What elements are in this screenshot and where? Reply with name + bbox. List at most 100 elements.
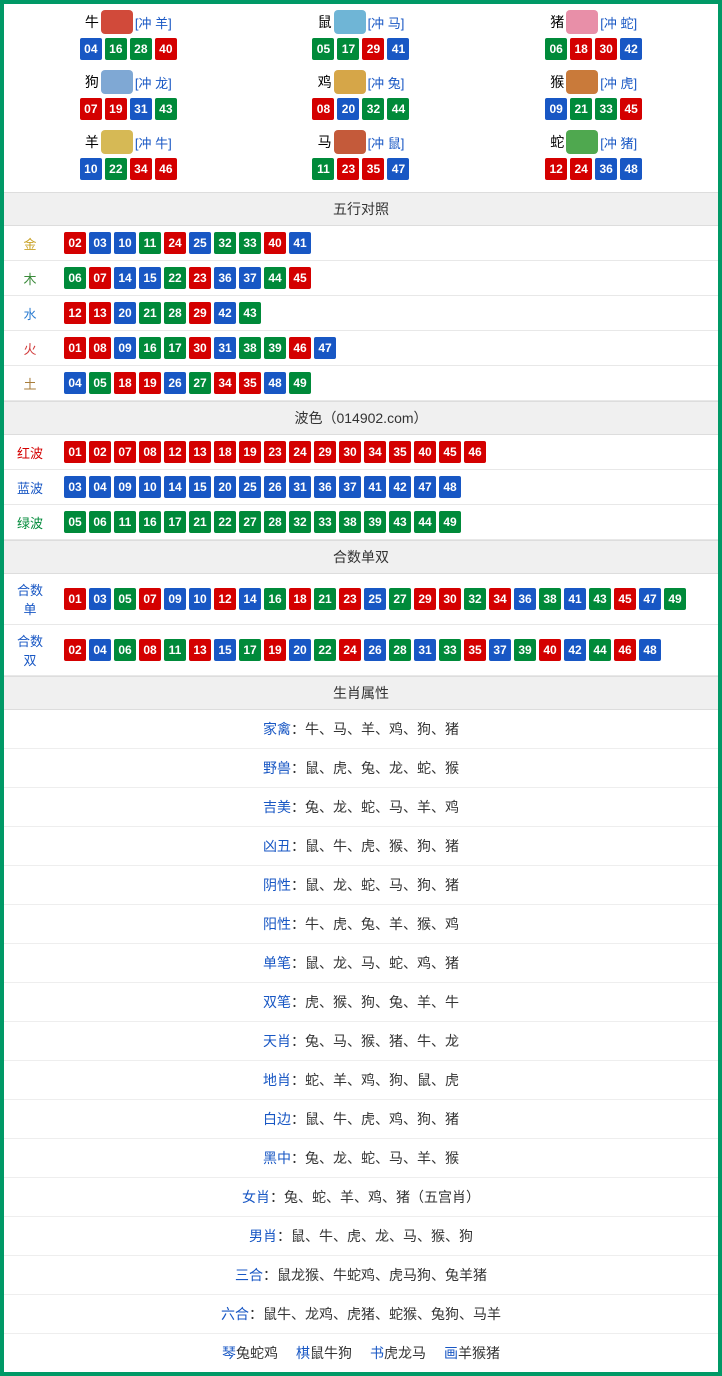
attr-text: ：牛、马、羊、鸡、狗、猪 xyxy=(291,721,459,737)
number-ball: 37 xyxy=(489,639,511,661)
attr-label: 白边 xyxy=(263,1111,291,1127)
number-ball: 25 xyxy=(239,476,261,498)
attr-row: 阴性：鼠、龙、蛇、马、狗、猪 xyxy=(4,866,718,905)
number-ball: 39 xyxy=(514,639,536,661)
number-ball: 44 xyxy=(264,267,286,289)
number-ball: 19 xyxy=(139,372,161,394)
number-ball: 44 xyxy=(589,639,611,661)
number-ball: 11 xyxy=(312,158,334,180)
number-ball: 45 xyxy=(614,588,636,610)
number-ball: 10 xyxy=(139,476,161,498)
number-ball: 36 xyxy=(514,588,536,610)
zodiac-icon xyxy=(101,70,133,94)
table-row: 合数单0103050709101214161821232527293032343… xyxy=(4,574,718,625)
attr-row: 黑中：兔、龙、蛇、马、羊、猴 xyxy=(4,1139,718,1178)
number-ball: 46 xyxy=(155,158,177,180)
number-ball: 33 xyxy=(314,511,336,533)
number-ball: 18 xyxy=(214,441,236,463)
number-ball: 21 xyxy=(189,511,211,533)
zodiac-icon xyxy=(566,130,598,154)
attr-text: ：鼠、牛、虎、猴、狗、猪 xyxy=(291,838,459,854)
attr-row: 阳性：牛、虎、兔、羊、猴、鸡 xyxy=(4,905,718,944)
number-ball: 24 xyxy=(570,158,592,180)
number-ball: 46 xyxy=(464,441,486,463)
zodiac-name: 鼠 xyxy=(318,12,332,32)
number-ball: 43 xyxy=(155,98,177,120)
number-ball: 27 xyxy=(239,511,261,533)
number-ball: 29 xyxy=(414,588,436,610)
bose-table: 红波0102070812131819232429303435404546蓝波03… xyxy=(4,435,718,540)
wuxing-header: 五行对照 xyxy=(4,192,718,226)
number-ball: 32 xyxy=(362,98,384,120)
number-ball: 27 xyxy=(389,588,411,610)
number-ball: 09 xyxy=(545,98,567,120)
table-row: 木06071415222336374445 xyxy=(4,261,718,296)
attr-text: ：鼠、牛、虎、鸡、狗、猪 xyxy=(291,1111,459,1127)
number-ball: 35 xyxy=(362,158,384,180)
number-ball: 45 xyxy=(289,267,311,289)
bottom-item: 棋鼠牛狗 xyxy=(296,1343,352,1363)
attr-label: 黑中 xyxy=(263,1150,291,1166)
zodiac-conflict: [冲 龙] xyxy=(135,73,172,92)
table-row: 火0108091617303138394647 xyxy=(4,331,718,366)
number-ball: 08 xyxy=(139,441,161,463)
attr-label: 凶丑 xyxy=(263,838,291,854)
number-ball: 09 xyxy=(114,476,136,498)
zodiac-name: 牛 xyxy=(85,12,99,32)
number-ball: 13 xyxy=(189,639,211,661)
attr-text: ：鼠、龙、蛇、马、狗、猪 xyxy=(291,877,459,893)
number-ball: 08 xyxy=(312,98,334,120)
number-ball: 30 xyxy=(339,441,361,463)
number-ball: 41 xyxy=(387,38,409,60)
number-ball: 40 xyxy=(414,441,436,463)
number-ball: 14 xyxy=(114,267,136,289)
number-ball: 18 xyxy=(570,38,592,60)
number-ball: 43 xyxy=(389,511,411,533)
table-row: 水1213202128294243 xyxy=(4,296,718,331)
attr-label: 野兽 xyxy=(263,760,291,776)
attr-label: 阴性 xyxy=(263,877,291,893)
bottom-item: 书虎龙马 xyxy=(370,1343,426,1363)
attr-row: 野兽：鼠、虎、兔、龙、蛇、猴 xyxy=(4,749,718,788)
zodiac-conflict: [冲 马] xyxy=(368,13,405,32)
number-ball: 03 xyxy=(64,476,86,498)
zodiac-conflict: [冲 牛] xyxy=(135,133,172,152)
attr-text: ：兔、龙、蛇、马、羊、猴 xyxy=(291,1150,459,1166)
number-ball: 04 xyxy=(80,38,102,60)
attr-text: ：蛇、羊、鸡、狗、鼠、虎 xyxy=(291,1072,459,1088)
number-ball: 09 xyxy=(164,588,186,610)
number-ball: 47 xyxy=(414,476,436,498)
number-ball: 37 xyxy=(239,267,261,289)
zodiac-conflict: [冲 蛇] xyxy=(600,13,637,32)
number-ball: 29 xyxy=(362,38,384,60)
main-container: 牛[冲 羊]04162840鼠[冲 马]05172941猪[冲 蛇]061830… xyxy=(0,0,722,1376)
number-ball: 10 xyxy=(114,232,136,254)
number-ball: 12 xyxy=(164,441,186,463)
zodiac-grid: 牛[冲 羊]04162840鼠[冲 马]05172941猪[冲 蛇]061830… xyxy=(4,4,718,192)
number-ball: 39 xyxy=(364,511,386,533)
number-ball: 48 xyxy=(439,476,461,498)
zodiac-conflict: [冲 虎] xyxy=(600,73,637,92)
number-ball: 03 xyxy=(89,588,111,610)
number-ball: 25 xyxy=(189,232,211,254)
zodiac-icon xyxy=(334,70,366,94)
zodiac-cell: 猪[冲 蛇]06183042 xyxy=(479,10,708,60)
number-ball: 22 xyxy=(214,511,236,533)
attr-row: 男肖：鼠、牛、虎、龙、马、猴、狗 xyxy=(4,1217,718,1256)
number-ball: 15 xyxy=(189,476,211,498)
number-ball: 47 xyxy=(314,337,336,359)
number-ball: 43 xyxy=(589,588,611,610)
attr-label: 女肖 xyxy=(242,1189,270,1205)
attr-text: ：鼠、龙、马、蛇、鸡、猪 xyxy=(291,955,459,971)
number-ball: 34 xyxy=(130,158,152,180)
number-ball: 40 xyxy=(539,639,561,661)
number-ball: 44 xyxy=(387,98,409,120)
attr-row: 双笔：虎、猴、狗、兔、羊、牛 xyxy=(4,983,718,1022)
zodiac-cell: 鼠[冲 马]05172941 xyxy=(247,10,476,60)
number-ball: 41 xyxy=(564,588,586,610)
number-ball: 27 xyxy=(189,372,211,394)
number-ball: 40 xyxy=(155,38,177,60)
number-ball: 23 xyxy=(189,267,211,289)
number-ball: 41 xyxy=(364,476,386,498)
number-ball: 36 xyxy=(595,158,617,180)
